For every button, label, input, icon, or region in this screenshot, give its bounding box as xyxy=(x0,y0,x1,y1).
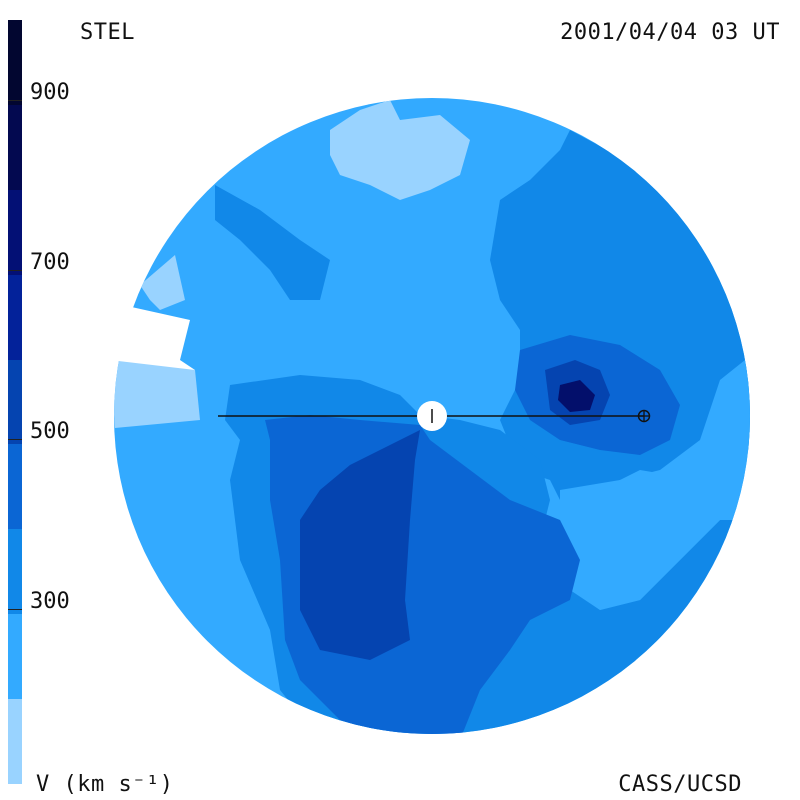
region-300-400 xyxy=(215,185,330,300)
color-scale-tick-label: 500 xyxy=(30,419,70,445)
region-500-600 xyxy=(300,430,420,660)
color-scale-tick xyxy=(8,609,22,611)
color-scale-segment xyxy=(8,529,22,615)
low-speed-region xyxy=(140,255,185,310)
color-scale-segment xyxy=(8,189,22,275)
color-scale-tick xyxy=(8,269,22,271)
color-scale-tick-label: 300 xyxy=(30,589,70,615)
color-scale-tick xyxy=(8,99,22,101)
region-peak xyxy=(558,380,595,412)
color-scale-bar xyxy=(8,20,22,784)
color-scale-segment xyxy=(8,444,22,530)
credit-label: CASS/UCSD xyxy=(618,772,742,797)
source-label: STEL xyxy=(80,20,135,45)
color-scale-segment xyxy=(8,274,22,360)
earth-icon xyxy=(637,409,651,423)
region-200-300 xyxy=(560,360,750,610)
sun-icon xyxy=(417,401,447,431)
color-scale-segment xyxy=(8,614,22,700)
datetime-label: 2001/04/04 03 UT xyxy=(560,20,780,45)
data-gap xyxy=(100,300,195,370)
color-scale-segment xyxy=(8,104,22,190)
color-scale-segment xyxy=(8,20,22,105)
color-scale-tick xyxy=(8,439,22,441)
color-scale-tick-label: 900 xyxy=(30,79,70,105)
low-speed-region xyxy=(114,360,200,428)
color-scale-segment xyxy=(8,359,22,445)
color-scale-segment xyxy=(8,699,22,784)
low-speed-region xyxy=(330,100,470,200)
units-label: V (km s⁻¹) xyxy=(36,772,174,797)
color-scale-tick-label: 700 xyxy=(30,249,70,275)
